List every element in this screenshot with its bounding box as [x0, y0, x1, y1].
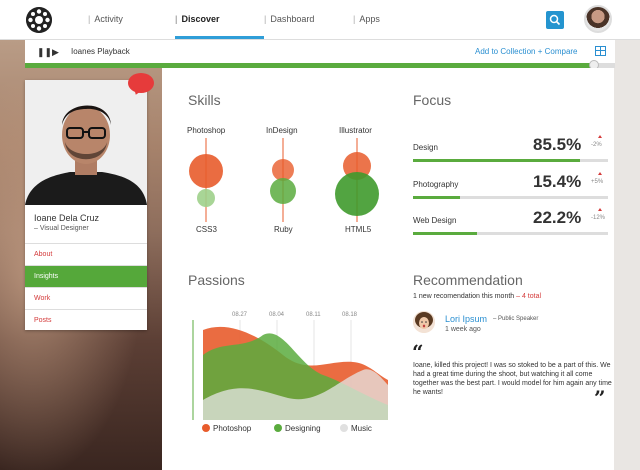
profile-name: Ioane Dela Cruz: [34, 213, 100, 223]
legend-dot: [202, 424, 210, 432]
trend-icon: [598, 135, 602, 138]
legend-dot: [274, 424, 282, 432]
recommendation-time: 1 week ago: [445, 326, 481, 333]
profile-menu: About Insights Work Posts: [25, 243, 147, 331]
skill-bottom-label: CSS3: [196, 225, 217, 234]
search-button[interactable]: [546, 11, 564, 29]
trend-icon: [598, 208, 602, 211]
nav-dashboard[interactable]: | Dashboard: [264, 14, 315, 24]
nav-activity[interactable]: | Activity: [88, 14, 123, 24]
focus-label: Design: [413, 143, 438, 152]
legend-label: Photoshop: [213, 424, 252, 433]
skill-bubble-photoshop[interactable]: [189, 154, 223, 188]
skill-top-label: Photoshop: [187, 126, 226, 135]
legend-label: Music: [351, 424, 372, 433]
skill-bubble-html5[interactable]: [335, 172, 379, 216]
recommendation-total[interactable]: – 4 total: [516, 293, 542, 300]
menu-insights[interactable]: Insights: [25, 265, 147, 287]
menu-about[interactable]: About: [25, 243, 147, 265]
passion-date: 08.04: [269, 312, 285, 318]
skill-bubble-indesign[interactable]: [272, 159, 294, 181]
profile-role: – Visual Designer: [34, 225, 89, 232]
user-avatar[interactable]: [584, 5, 612, 33]
passion-date: 08.27: [232, 312, 248, 318]
skills-bubbles: [189, 138, 379, 222]
focus-value: 15.4%: [533, 172, 582, 191]
recommendation-title: Recommendation: [413, 272, 523, 288]
skills-title: Skills: [188, 92, 221, 108]
passions-chart: [192, 320, 388, 420]
recommendation-summary-text: 1 new recomendation this month: [413, 293, 515, 300]
focus-value: 85.5%: [533, 135, 582, 154]
passion-date: 08.18: [342, 312, 358, 318]
focus-delta: +5%: [591, 179, 604, 185]
add-to-collection-link[interactable]: Add to Collection + Compare: [475, 47, 578, 56]
profile-card: Ioane Dela Cruz – Visual Designer About …: [25, 80, 147, 330]
focus-label: Web Design: [413, 216, 457, 225]
playback-bar: ❚❚ ▶ Ioanes Playback Add to Collection +…: [25, 40, 615, 64]
focus-bar-fill: [413, 196, 460, 199]
playback-progress-fill: [25, 63, 595, 68]
quote-close-icon: ”: [594, 386, 606, 410]
recommender-name[interactable]: Lori Ipsum: [445, 314, 488, 324]
recommendation-summary: 1 new recomendation this month – 4 total: [413, 293, 541, 300]
focus-row: Photography 15.4% +5%: [413, 169, 608, 199]
recommender-avatar[interactable]: [413, 311, 435, 333]
skill-bubble-ruby[interactable]: [270, 178, 296, 204]
legend-dot: [340, 424, 348, 432]
focus-bar: [413, 232, 608, 235]
playback-title: Ioanes Playback: [71, 47, 130, 56]
skill-bubble-illustrator[interactable]: [343, 152, 371, 180]
background-right: [614, 40, 640, 470]
skill-top-label: InDesign: [266, 126, 298, 135]
message-bubble-icon[interactable]: [128, 73, 154, 93]
focus-label: Photography: [413, 180, 459, 189]
skill-bottom-label: Ruby: [274, 225, 293, 234]
passion-date: 08.11: [306, 312, 321, 318]
search-icon: [549, 14, 561, 26]
focus-delta: -2%: [591, 142, 602, 148]
profile-photo: [25, 80, 147, 205]
nav-activity-label: Activity: [94, 14, 123, 24]
focus-delta: -12%: [591, 215, 606, 221]
skill-bubble-css3[interactable]: [197, 189, 215, 207]
legend-label: Designing: [285, 424, 321, 433]
nav-apps[interactable]: | Apps: [353, 14, 380, 24]
nav-apps-label: Apps: [359, 14, 380, 24]
menu-work[interactable]: Work: [25, 287, 147, 309]
focus-bar-fill: [413, 159, 580, 162]
pause-icon[interactable]: ❚❚: [37, 47, 53, 57]
focus-value: 22.2%: [533, 208, 582, 227]
play-icon[interactable]: ▶: [52, 47, 59, 57]
focus-row: Design 85.5% -2%: [413, 132, 608, 162]
focus-title: Focus: [413, 92, 452, 108]
legend-designing: Designing: [274, 424, 321, 433]
skill-top-label: Illustrator: [339, 126, 372, 135]
nav-discover[interactable]: | Discover: [175, 14, 220, 24]
nav-discover-label: Discover: [181, 14, 220, 24]
legend-photoshop: Photoshop: [202, 424, 251, 433]
focus-row: Web Design 22.2% -12%: [413, 205, 608, 235]
quote-open-icon: “: [412, 340, 424, 364]
passion-area-music: [203, 369, 388, 420]
menu-posts[interactable]: Posts: [25, 309, 147, 331]
focus-bar-fill: [413, 232, 478, 235]
top-nav: | Activity | Discover | Dashboard | Apps: [0, 0, 640, 40]
focus-bar: [413, 196, 608, 199]
grid-icon[interactable]: [595, 46, 606, 56]
recommender-role: – Public Speaker: [493, 316, 539, 322]
trend-icon: [598, 172, 602, 175]
main-panel: Skills Photoshop InDesign Illustrator CS…: [162, 68, 614, 470]
legend-music: Music: [340, 424, 372, 433]
nav-active-indicator: [175, 36, 264, 39]
nav-dashboard-label: Dashboard: [270, 14, 315, 24]
logo-icon[interactable]: [26, 7, 52, 33]
passions-title: Passions: [188, 272, 245, 288]
recommendation-quote: Ioane, killed this project! I was so sto…: [413, 362, 612, 396]
focus-bar: [413, 159, 608, 162]
skill-bottom-label: HTML5: [345, 225, 372, 234]
